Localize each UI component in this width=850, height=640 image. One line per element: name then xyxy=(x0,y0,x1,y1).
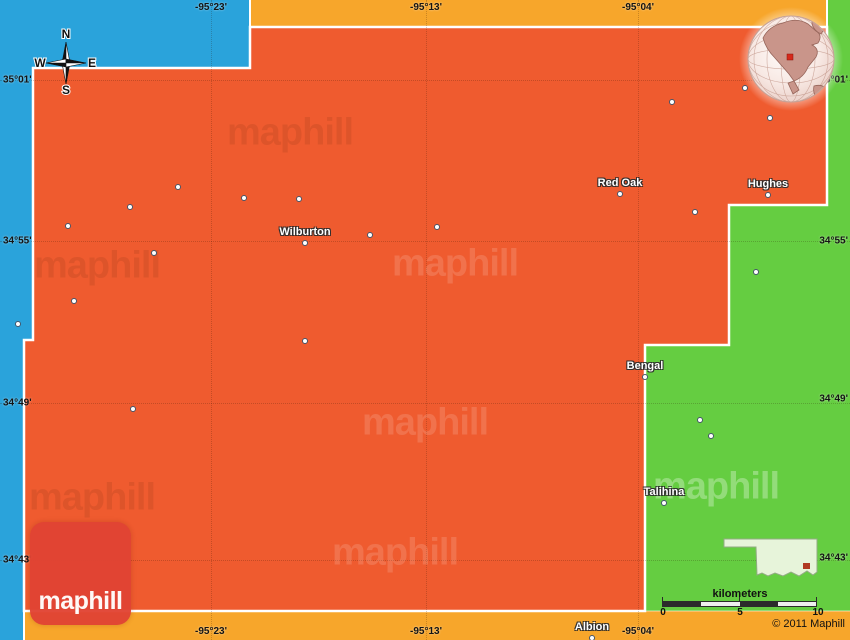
settlement-dot xyxy=(753,269,759,275)
scale-tick xyxy=(662,597,663,602)
town-label: Hughes xyxy=(747,178,789,190)
coordinate-label-right: 34°55' xyxy=(819,235,848,247)
settlement-dot xyxy=(127,204,133,210)
town-label: Albion xyxy=(574,621,610,633)
settlement-dot xyxy=(151,250,157,256)
settlement-dot xyxy=(302,338,308,344)
coordinate-label-left: 34°55' xyxy=(3,235,32,247)
compass-star xyxy=(45,41,87,85)
town-label: Talihina xyxy=(643,486,685,498)
globe-location-marker xyxy=(786,53,794,61)
town-dot xyxy=(661,500,667,506)
gridline-vertical xyxy=(638,0,639,640)
maphill-logo: maphill xyxy=(30,522,131,625)
watermark: maphill xyxy=(331,531,459,574)
coordinate-label-left: 35°01' xyxy=(3,74,32,86)
settlement-dot xyxy=(367,232,373,238)
settlement-dot xyxy=(130,406,136,412)
top-band xyxy=(250,0,827,27)
settlement-dot xyxy=(241,195,247,201)
town-dot xyxy=(642,374,648,380)
settlement-dot xyxy=(767,115,773,121)
coordinate-label-bottom: -95°04' xyxy=(622,626,654,637)
settlement-dot xyxy=(742,85,748,91)
town-dot xyxy=(617,191,623,197)
coordinate-label-left: 34°43' xyxy=(3,554,32,566)
scale-tick xyxy=(816,597,817,602)
watermark: maphill xyxy=(28,476,156,519)
coordinate-label-top: -95°23' xyxy=(195,2,227,13)
settlement-dot xyxy=(669,99,675,105)
town-dot xyxy=(302,240,308,246)
compass-north-label: N xyxy=(62,27,71,41)
gridline-horizontal xyxy=(0,80,850,81)
globe-locator-icon xyxy=(739,7,843,111)
settlement-dot xyxy=(15,321,21,327)
scale-number: 10 xyxy=(812,607,824,618)
compass-rose-icon: N S W E xyxy=(33,26,97,98)
settlement-dot xyxy=(296,196,302,202)
coordinate-label-top: -95°04' xyxy=(622,2,654,13)
gridline-horizontal xyxy=(0,241,850,242)
state-inset-map xyxy=(723,538,818,577)
settlement-dot xyxy=(175,184,181,190)
scale-number: 0 xyxy=(660,607,666,618)
coordinate-label-right: 34°49' xyxy=(819,393,848,405)
coordinate-label-right: 34°43' xyxy=(819,552,848,564)
compass-south-label: S xyxy=(62,83,70,97)
settlement-dot xyxy=(65,223,71,229)
watermark: maphill xyxy=(652,465,780,508)
town-label: Bengal xyxy=(626,360,664,372)
watermark: maphill xyxy=(391,242,519,285)
scale-number: 5 xyxy=(737,607,743,618)
gridline-vertical xyxy=(211,0,212,640)
coordinate-label-top: -95°13' xyxy=(410,2,442,13)
state-outline xyxy=(723,538,818,577)
county-polygon xyxy=(22,25,829,613)
town-label: Red Oak xyxy=(597,177,643,189)
gridline-horizontal xyxy=(0,403,850,404)
settlement-dot xyxy=(692,209,698,215)
blue-neighbor-region xyxy=(0,0,250,640)
settlement-dot xyxy=(708,433,714,439)
maphill-logo-text: maphill xyxy=(38,587,123,615)
watermark: maphill xyxy=(361,401,489,444)
watermark: maphill xyxy=(226,111,354,154)
inset-county-marker xyxy=(803,563,810,569)
settlement-dot xyxy=(697,417,703,423)
coordinate-label-bottom: -95°23' xyxy=(195,626,227,637)
watermark: maphill xyxy=(33,244,161,287)
town-dot xyxy=(765,192,771,198)
bottom-band xyxy=(24,611,850,640)
settlement-dot xyxy=(434,224,440,230)
scale-bar-title: kilometers xyxy=(712,588,768,600)
compass-east-label: E xyxy=(88,56,96,70)
gridline-vertical xyxy=(426,0,427,640)
town-label: Wilburton xyxy=(279,226,331,238)
coordinate-label-bottom: -95°13' xyxy=(410,626,442,637)
copyright-text: © 2011 Maphill xyxy=(772,618,845,630)
coordinate-label-left: 34°49' xyxy=(3,397,32,409)
gridline-horizontal xyxy=(0,560,850,561)
compass-west-label: W xyxy=(34,56,46,70)
scale-tick xyxy=(739,597,740,602)
settlement-dot xyxy=(71,298,77,304)
town-dot xyxy=(589,635,595,640)
